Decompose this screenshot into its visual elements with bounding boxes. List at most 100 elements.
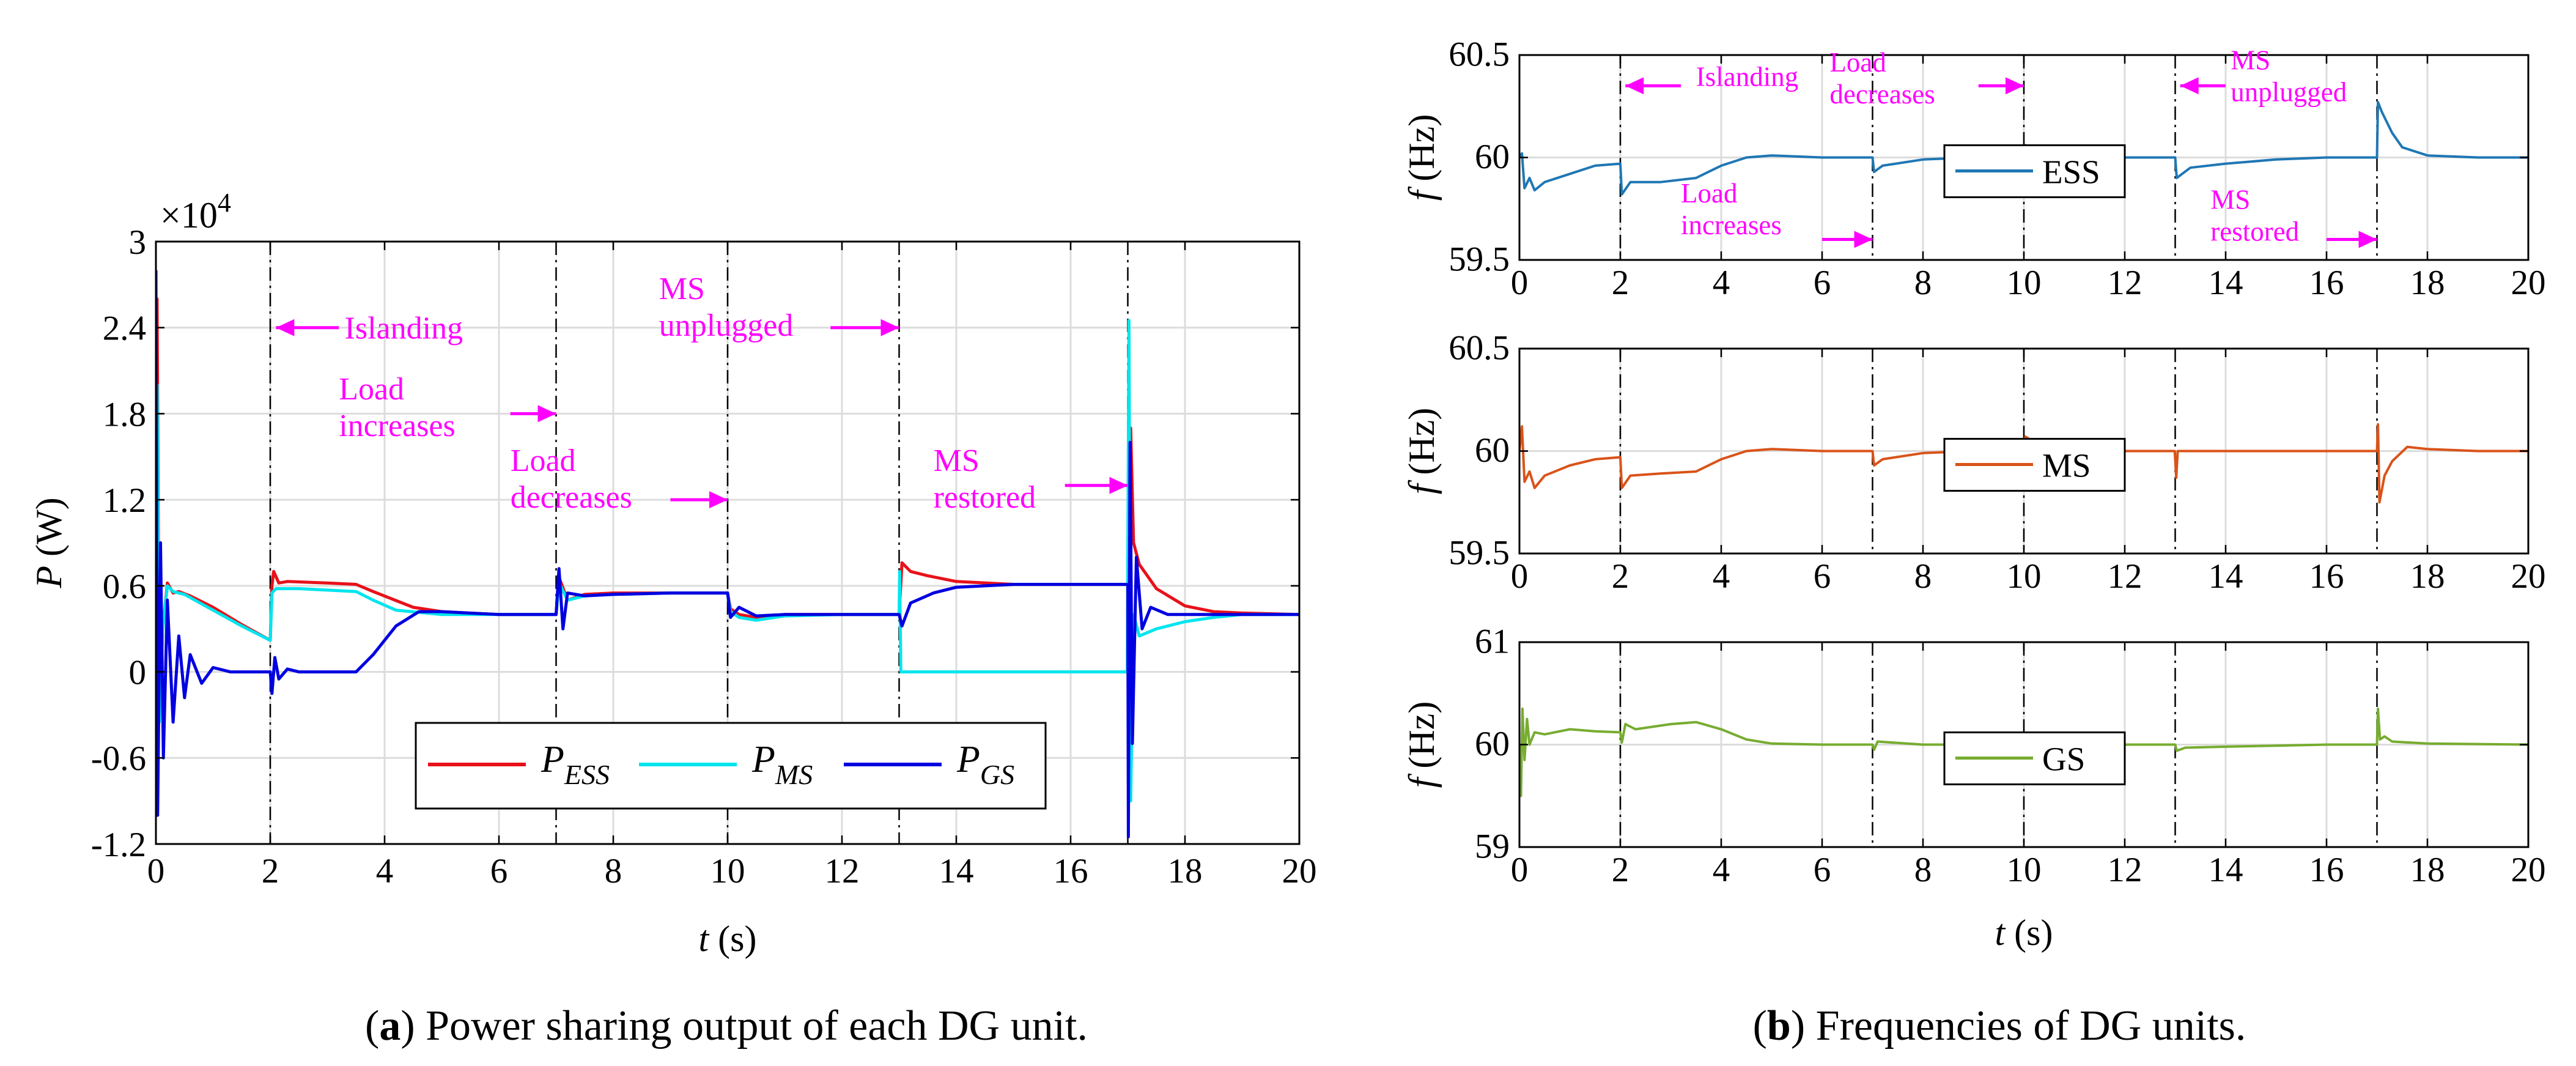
b1-ytick-label: 60	[1475, 431, 1510, 470]
b0-xtick-label: 14	[2209, 264, 2243, 302]
b2-xtick-label: 14	[2209, 851, 2243, 889]
a-annotation-load-increases-line: Load	[339, 372, 404, 407]
b1-xtick-label: 8	[1914, 557, 1932, 596]
b2-xtick-label: 0	[1511, 851, 1529, 889]
a-annotation-load-increases-arrow-head	[537, 405, 556, 423]
b1-xtick-label: 12	[2108, 557, 2142, 596]
b0-xtick-label: 4	[1713, 264, 1730, 302]
a-exponent-label: ×104	[160, 188, 231, 235]
a-ytick-label: 0	[129, 654, 147, 692]
b2-xtick-label: 8	[1914, 851, 1932, 889]
b0-xtick-label: 10	[2007, 264, 2042, 302]
legend-label: PGS	[956, 739, 1014, 790]
legend-ms: MS	[1943, 438, 2126, 492]
legend-item-p-gs: PGS	[844, 739, 1014, 790]
panel-a-power-sharing-chart: 0 2 4 6 8 10 12 14 16 18 20 -1.2 -0.6 0 0.6 1.2 1.8 2.4 3 ×…	[29, 188, 1317, 959]
a-annotation-ms-restored-line: restored	[934, 480, 1036, 515]
a-ytick-label: 1.2	[103, 481, 146, 520]
a-ytick-label: 3	[129, 223, 147, 262]
b1-xtick-label: 18	[2410, 557, 2445, 596]
b1-xtick-label: 4	[1713, 557, 1730, 596]
b-annotation-islanding-arrow-head	[1625, 77, 1644, 95]
b-ylabel: f (Hz)	[1401, 114, 1442, 201]
legend-ess: ESS	[1943, 144, 2126, 198]
b1-xtick-label: 0	[1511, 557, 1529, 596]
a-ylabel: P (W)	[29, 497, 69, 588]
b1-xtick-label: 14	[2209, 557, 2243, 596]
b-ylabel: f (Hz)	[1401, 701, 1442, 788]
a-annotation-islanding-arrow-head	[276, 319, 295, 336]
a-legend: PESS PMS PGS	[415, 722, 1047, 810]
b-annotation-islanding-line: Islanding	[1696, 61, 1798, 92]
b-annotation-ms-unplugged-arrow-head	[2180, 77, 2199, 95]
a-annotation-ms-restored-arrow-head	[1109, 476, 1128, 494]
a-xlabel: t (s)	[699, 919, 757, 959]
b-annotation-islanding: Islanding	[1625, 61, 1798, 95]
b-annotation-load-decreases-arrow-head	[2006, 77, 2024, 95]
a-ytick-label: 1.8	[103, 395, 146, 434]
a-annotation-load-decreases-line: Load	[511, 443, 576, 478]
b1-ytick-label: 60.5	[1449, 329, 1510, 368]
b0-ytick-label: 60.5	[1449, 35, 1510, 74]
b0-ytick-label: 60	[1475, 138, 1510, 176]
b2-xtick-label: 16	[2309, 851, 2344, 889]
a-annotation-load-decreases-arrow-head	[709, 491, 728, 509]
b0-xtick-label: 16	[2309, 264, 2344, 302]
b2-ytick-label: 59	[1475, 827, 1510, 866]
a-annotation-ms-restored-line: MS	[934, 443, 980, 478]
b-annotation-load-increases-arrow-head	[1854, 231, 1873, 248]
b0-ytick-label: 59.5	[1449, 240, 1510, 279]
b0-xtick-label: 2	[1612, 264, 1629, 302]
legend-label: GS	[2042, 741, 2085, 778]
b-series-group	[1519, 101, 2528, 196]
a-ytick-label: 2.4	[103, 309, 146, 348]
legend-item-p-ess: PESS	[428, 739, 610, 790]
subplot-ess: 0 2 4 6 8 10 12 14 16 18 20 59.5 60 60.5 f (Hz) ESS Isla…	[1401, 35, 2546, 303]
b2-xtick-label: 18	[2410, 851, 2445, 889]
b1-xtick-label: 16	[2309, 557, 2344, 596]
a-xtick-label: 20	[1282, 852, 1317, 890]
caption-b: (b) Frequencies of DG units.	[1753, 1002, 2246, 1049]
b2-ytick-label: 61	[1475, 623, 1510, 661]
b1-xtick-label: 20	[2511, 557, 2546, 596]
series-frequency-gs	[1519, 707, 2528, 798]
legend-label: MS	[2042, 447, 2091, 484]
a-annotation-load-decreases-line: decreases	[511, 480, 632, 515]
b-annotation-load-decreases-line: decreases	[1829, 79, 1935, 109]
b0-xtick-label: 12	[2108, 264, 2142, 302]
b0-xtick-label: 8	[1914, 264, 1932, 302]
subplot-gs: 0 2 4 6 8 10 12 14 16 18 20 59 60 61 f (Hz) GS t (s)	[1401, 623, 2546, 953]
a-annotation-islanding-line: Islanding	[345, 311, 463, 346]
b1-xtick-label: 6	[1814, 557, 1831, 596]
b1-ytick-label: 59.5	[1449, 534, 1510, 572]
caption-a: (a) Power sharing output of each DG unit…	[365, 1002, 1088, 1049]
a-xtick-label: 14	[939, 852, 974, 890]
b2-xtick-label: 4	[1713, 851, 1730, 889]
b-annotation-ms-restored-line: restored	[2210, 216, 2299, 246]
a-ytick-label: -0.6	[91, 739, 146, 778]
a-xtick-label: 2	[262, 852, 279, 890]
b-annotation-load-decreases-line: Load	[1829, 47, 1886, 78]
b-series-group	[1519, 707, 2528, 798]
b-annotation-ms-restored-arrow-head	[2358, 231, 2377, 248]
b2-xtick-label: 20	[2511, 851, 2546, 889]
legend-label: PESS	[541, 739, 610, 790]
a-series-group	[156, 270, 1299, 838]
a-xtick-label: 0	[147, 852, 165, 890]
a-ytick-label: -1.2	[91, 826, 146, 864]
legend-label: ESS	[2042, 154, 2100, 191]
b-annotation-load-increases-line: Load	[1681, 178, 1737, 209]
a-xtick-label: 16	[1054, 852, 1088, 890]
b0-xtick-label: 6	[1814, 264, 1831, 302]
b2-xtick-label: 12	[2108, 851, 2142, 889]
a-annotation-ms-unplugged-arrow-head	[880, 319, 899, 336]
series-p-gs	[156, 270, 1299, 838]
a-ytick-label: 0.6	[103, 568, 146, 606]
